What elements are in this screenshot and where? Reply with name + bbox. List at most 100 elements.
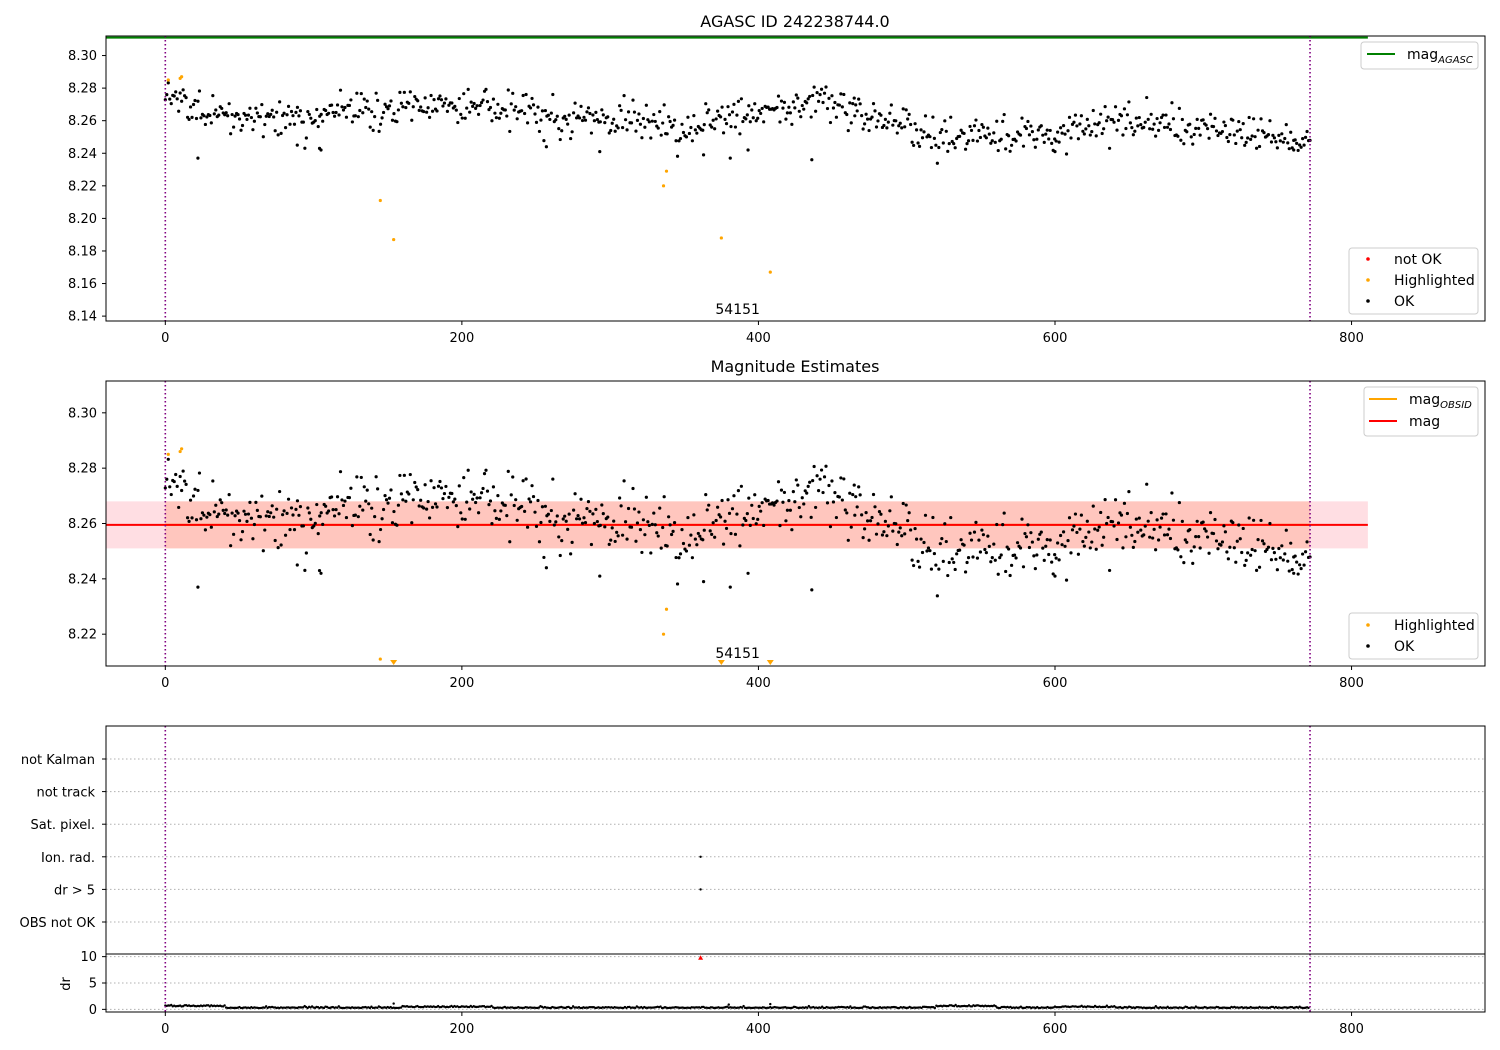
ok-point: [1024, 535, 1029, 539]
ok-point: [935, 594, 939, 598]
ok-point: [528, 500, 533, 504]
ok-point: [236, 112, 240, 117]
ok-point: [350, 523, 354, 528]
y-tick-label: 5: [89, 977, 97, 992]
ok-point: [834, 515, 839, 520]
ok-point: [851, 102, 855, 106]
ok-point: [757, 109, 761, 113]
ok-point: [1275, 568, 1279, 572]
ok-point: [702, 123, 706, 127]
ok-point: [891, 123, 895, 127]
ok-point: [442, 101, 447, 105]
ok-point: [883, 519, 888, 523]
ok-point: [665, 132, 669, 136]
ok-point: [867, 538, 871, 542]
ok-point: [168, 485, 172, 489]
ok-point: [1197, 126, 1201, 131]
ok-point: [625, 128, 629, 132]
ok-point: [1201, 118, 1205, 122]
ok-point: [444, 97, 448, 101]
ok-point: [524, 477, 528, 481]
ok-point: [744, 117, 748, 121]
ok-point: [1036, 128, 1040, 132]
ok-point: [278, 100, 282, 104]
ok-point: [606, 515, 610, 519]
ok-point: [191, 102, 196, 107]
ok-point: [965, 560, 969, 565]
ok-point: [1057, 558, 1061, 562]
ok-point: [675, 582, 680, 586]
ok-point: [919, 537, 923, 541]
ok-point: [380, 116, 384, 120]
ok-point: [1137, 516, 1141, 520]
ok-point: [243, 113, 248, 117]
ok-point: [1259, 117, 1263, 121]
flags-axes-frame: [105, 725, 1486, 955]
ok-point: [637, 112, 641, 116]
ok-point: [285, 113, 289, 117]
ok-point: [1078, 122, 1082, 126]
ok-point: [1093, 527, 1097, 531]
ok-point: [721, 542, 726, 546]
ok-point: [952, 142, 956, 146]
ok-point: [392, 509, 396, 514]
ok-point: [563, 114, 567, 118]
ok-point: [784, 117, 788, 121]
ok-point: [525, 121, 530, 125]
highlighted-point: [378, 198, 382, 203]
ok-point: [920, 136, 925, 140]
ok-point: [438, 479, 442, 484]
ok-point: [971, 138, 975, 143]
ok-point: [638, 528, 643, 532]
ok-point: [1042, 558, 1046, 563]
ok-point: [193, 98, 197, 103]
ok-point: [347, 496, 352, 500]
flag-label: Ion. rad.: [41, 851, 95, 866]
ok-point: [613, 129, 617, 133]
ok-point: [1143, 524, 1147, 528]
agasc-plot-area: [106, 36, 1368, 321]
ok-point: [1249, 553, 1253, 557]
ok-point: [1244, 558, 1248, 562]
ok-point: [1054, 139, 1058, 143]
ok-point: [828, 120, 833, 125]
ok-point: [1182, 560, 1186, 565]
ok-point: [585, 506, 589, 511]
ok-point: [1105, 119, 1109, 123]
ok-point: [233, 514, 237, 518]
ok-point: [487, 503, 491, 507]
ok-point: [714, 518, 718, 523]
ok-point: [1130, 533, 1134, 537]
ok-point: [808, 480, 812, 484]
ok-point: [463, 517, 467, 521]
ok-point: [521, 93, 525, 98]
ok-point: [1301, 137, 1305, 141]
ok-point: [898, 121, 902, 125]
ok-point: [531, 494, 536, 499]
ok-point: [980, 122, 984, 127]
ok-point: [177, 505, 181, 510]
ok-point: [1226, 139, 1230, 144]
dr-point: [264, 1005, 268, 1008]
ok-point: [419, 498, 423, 502]
ok-point: [493, 111, 497, 115]
ok-point: [266, 112, 270, 116]
ok-point: [1266, 545, 1271, 549]
ok-point: [762, 120, 766, 124]
ok-point: [1115, 537, 1119, 542]
ok-point: [1116, 521, 1121, 525]
ok-point: [1128, 525, 1132, 529]
ok-point: [583, 521, 588, 525]
ok-point: [497, 116, 501, 120]
dr-point: [806, 1006, 809, 1009]
ok-point: [641, 518, 645, 522]
ok-point: [946, 149, 950, 153]
ok-point: [805, 491, 809, 495]
ok-point: [913, 526, 917, 531]
ok-point: [197, 471, 202, 475]
ok-point: [661, 525, 665, 530]
ok-point: [1007, 547, 1011, 551]
ok-point: [349, 98, 353, 102]
ok-point: [1102, 535, 1106, 539]
ok-point: [923, 513, 928, 517]
